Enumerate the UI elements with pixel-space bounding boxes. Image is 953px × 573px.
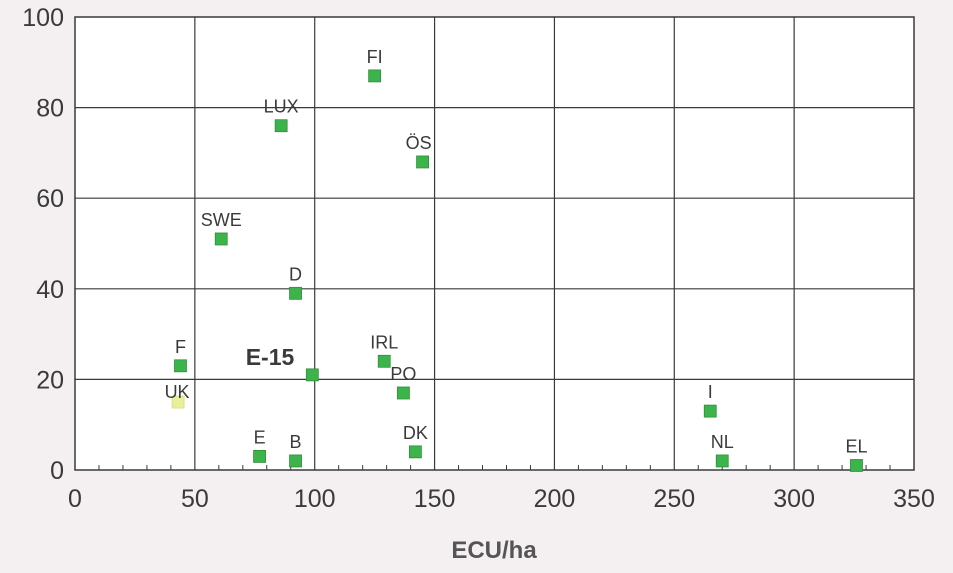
x-tick-label: 200 (534, 485, 576, 513)
data-point-label: E-15 (246, 344, 295, 370)
y-tick-label: 60 (36, 185, 64, 213)
x-tick-label: 0 (68, 485, 82, 513)
y-tick-label: 20 (36, 366, 64, 394)
data-point-label: NL (711, 432, 734, 452)
data-point-label: IRL (370, 332, 398, 352)
data-point-marker (377, 354, 391, 368)
data-point-label: LUX (264, 97, 299, 117)
y-tick-label: 100 (22, 4, 64, 32)
y-tick-label: 40 (36, 276, 64, 304)
data-point-label: B (290, 432, 302, 452)
data-point-label: FI (367, 47, 383, 67)
data-point-marker (289, 286, 302, 300)
y-axis-ticks: 0 20 40 60 80 100 (22, 4, 64, 485)
data-point-marker (274, 119, 288, 133)
data-point-marker (715, 454, 729, 468)
x-tick-label: 50 (181, 485, 209, 513)
data-points: FI LUX ÖS SWE D F E-15 IRL PO UK I E B DK NL EL (165, 47, 867, 472)
data-point-marker (289, 454, 302, 468)
data-point-marker (416, 155, 429, 169)
x-axis-ticks: 0 50 100 150 200 250 300 350 (68, 465, 935, 513)
data-point-label: ÖS (406, 133, 432, 153)
data-point-label: EL (845, 436, 867, 456)
x-tick-label: 100 (294, 485, 336, 513)
data-point-label: D (289, 264, 302, 284)
x-axis-title: ECU/ha (451, 537, 537, 564)
data-point-marker (214, 232, 228, 246)
x-tick-label: 350 (893, 485, 935, 513)
data-point-label: PO (390, 364, 416, 384)
data-point-marker (368, 69, 382, 83)
data-point-marker (171, 395, 185, 409)
data-point-marker (253, 450, 266, 463)
data-point-marker (305, 368, 319, 382)
data-point-label: SWE (201, 210, 242, 230)
x-tick-label: 250 (653, 485, 695, 513)
data-point-marker (703, 404, 717, 418)
data-point-marker (408, 445, 422, 459)
data-point-label: E (254, 427, 266, 447)
y-tick-label: 80 (36, 95, 64, 123)
data-point-marker (850, 459, 863, 472)
plot-area (74, 16, 915, 471)
x-tick-label: 300 (773, 485, 815, 513)
data-point-marker (174, 359, 187, 373)
data-point-marker (397, 386, 410, 400)
y-tick-label: 0 (50, 457, 64, 485)
gridlines (75, 17, 914, 470)
data-point-label: DK (403, 423, 428, 443)
data-point-label: F (175, 337, 186, 357)
data-point-label: UK (165, 382, 190, 402)
x-tick-label: 150 (414, 485, 456, 513)
data-point-label: I (708, 382, 713, 402)
